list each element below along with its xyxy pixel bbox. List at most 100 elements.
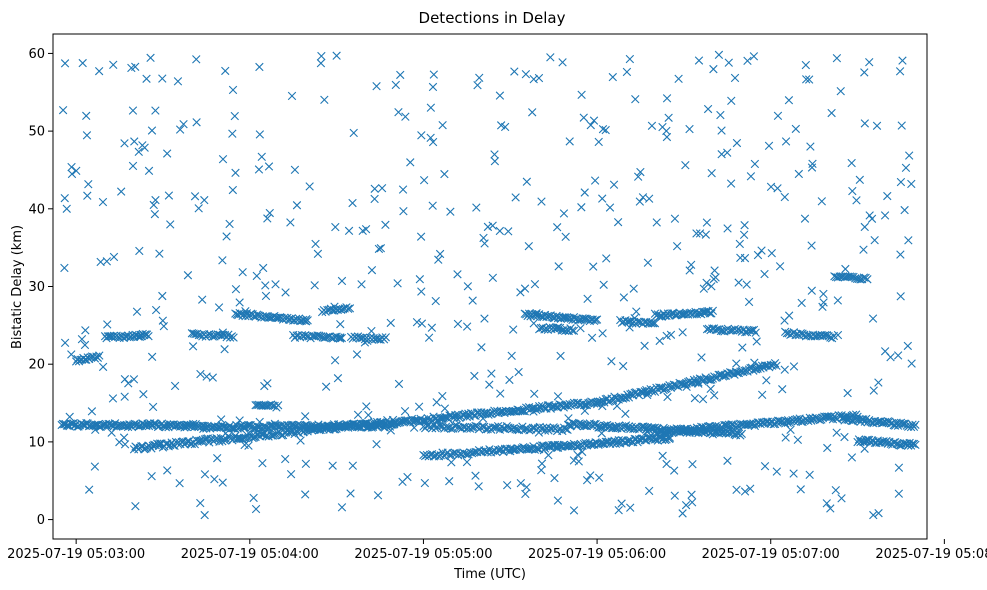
data-point (271, 280, 280, 289)
data-point (576, 323, 585, 333)
data-point (390, 417, 399, 427)
data-point (328, 461, 337, 470)
data-point (786, 425, 795, 435)
data-point (904, 151, 914, 160)
data-point (500, 122, 510, 132)
data-point (860, 68, 869, 77)
data-point (805, 470, 814, 480)
data-point (727, 96, 736, 106)
data-point (685, 266, 694, 275)
data-point (751, 328, 760, 337)
data-point (674, 74, 683, 83)
data-point (709, 64, 718, 74)
data-point (583, 294, 592, 304)
data-point (175, 125, 185, 134)
data-point (398, 477, 407, 486)
data-point (419, 175, 429, 185)
data-point (202, 424, 211, 433)
data-point (261, 281, 270, 290)
data-point (694, 56, 704, 65)
data-point (137, 332, 146, 341)
data-point (732, 485, 741, 495)
data-point (462, 424, 472, 433)
data-point (883, 191, 892, 201)
data-point (265, 208, 274, 218)
data-point (678, 328, 687, 337)
data-point (299, 427, 309, 436)
data-point (164, 191, 174, 200)
data-point (65, 412, 74, 422)
data-point (516, 288, 525, 297)
data-point (173, 420, 182, 430)
data-point (203, 330, 212, 340)
data-point (399, 207, 408, 216)
data-point (398, 185, 408, 194)
data-point (859, 245, 868, 254)
data-point (416, 232, 426, 241)
data-point (344, 226, 354, 236)
data-point (658, 451, 667, 461)
data-point (666, 330, 676, 339)
data-point (822, 499, 831, 508)
data-point (726, 179, 736, 188)
data-point (94, 66, 104, 76)
data-point (711, 273, 720, 282)
data-point (229, 333, 238, 342)
data-point (60, 193, 69, 203)
data-point (801, 60, 811, 70)
data-point (393, 279, 402, 288)
data-point (435, 249, 445, 259)
data-point (732, 326, 741, 335)
data-point (147, 126, 157, 135)
data-point (522, 177, 532, 186)
data-point (453, 270, 462, 279)
data-point (860, 222, 869, 232)
data-point (686, 260, 696, 269)
data-point (796, 485, 805, 494)
data-point (800, 214, 810, 223)
data-point (520, 284, 530, 293)
data-point (485, 380, 494, 389)
data-point (807, 241, 816, 250)
data-point (590, 176, 600, 185)
data-point (338, 421, 347, 431)
data-point (781, 137, 791, 146)
data-point (469, 448, 478, 457)
data-point (823, 443, 832, 453)
data-point (524, 241, 533, 251)
data-point (490, 157, 500, 166)
data-point (218, 328, 228, 337)
data-point (252, 271, 261, 281)
data-point (760, 269, 769, 279)
y-tick-label: 40 (28, 202, 45, 217)
data-point (82, 131, 92, 140)
data-point (428, 201, 437, 210)
data-point (791, 124, 801, 134)
data-point (833, 330, 843, 340)
data-point (807, 286, 816, 295)
data-point (843, 388, 852, 398)
data-point (345, 304, 355, 313)
data-point (77, 334, 87, 344)
data-point (736, 253, 745, 262)
data-point (483, 222, 493, 232)
data-point (130, 137, 139, 146)
data-point (474, 482, 483, 491)
data-point (901, 163, 911, 172)
data-point (655, 336, 664, 346)
data-point (589, 116, 599, 125)
data-point (662, 132, 672, 142)
data-point (218, 154, 228, 164)
data-point (528, 108, 537, 117)
data-point (862, 437, 871, 446)
x-axis: 2025-07-19 05:03:00 2025-07-19 05:04:00 20… (7, 539, 987, 562)
data-point (301, 412, 310, 421)
data-point (96, 257, 105, 267)
data-point (553, 323, 562, 332)
data-point (817, 197, 826, 206)
data-point (723, 456, 732, 465)
data-point (372, 81, 381, 91)
data-point (841, 264, 850, 274)
data-point (537, 465, 546, 475)
data-point (488, 423, 498, 432)
